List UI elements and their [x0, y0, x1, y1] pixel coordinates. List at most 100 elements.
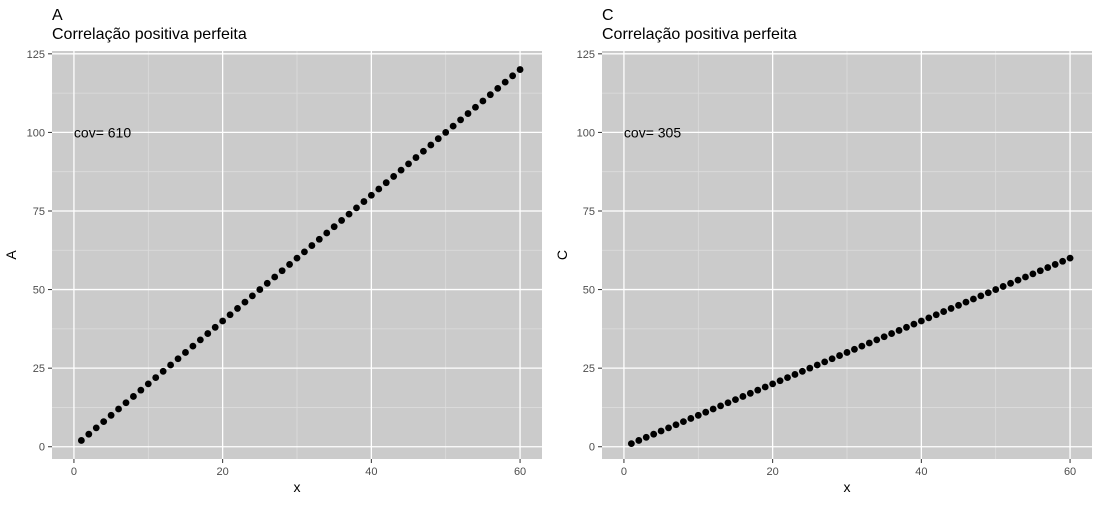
- data-point: [182, 349, 189, 356]
- data-point: [672, 421, 680, 429]
- data-point: [769, 380, 777, 388]
- y-axis-label: A: [3, 250, 19, 260]
- data-point: [85, 430, 93, 438]
- data-point: [836, 352, 843, 359]
- data-point: [189, 342, 197, 350]
- data-point: [650, 430, 658, 438]
- data-point: [1036, 267, 1044, 275]
- y-tick-label: 50: [583, 285, 595, 297]
- data-point: [977, 292, 985, 300]
- data-point: [903, 323, 910, 331]
- data-point: [144, 380, 152, 388]
- data-point: [486, 91, 494, 99]
- data-point: [724, 399, 732, 407]
- data-point: [680, 418, 687, 425]
- data-point: [375, 185, 383, 193]
- chart-title: Correlação positiva perfeita: [52, 26, 247, 43]
- data-point: [159, 367, 167, 375]
- data-point: [1066, 254, 1074, 262]
- data-point: [657, 427, 665, 435]
- data-point: [992, 286, 1000, 293]
- data-point: [516, 66, 524, 73]
- data-point: [970, 295, 977, 303]
- data-point: [137, 386, 145, 394]
- data-point: [828, 355, 836, 363]
- data-point: [367, 191, 375, 199]
- data-point: [115, 405, 122, 413]
- panel-tag: A: [52, 7, 63, 24]
- data-point: [880, 333, 888, 341]
- data-point: [858, 342, 866, 350]
- data-point: [308, 242, 316, 249]
- data-point: [746, 389, 754, 397]
- data-point: [761, 383, 769, 391]
- data-point: [687, 415, 695, 422]
- data-point: [196, 336, 204, 344]
- data-point: [694, 411, 702, 419]
- data-point: [122, 399, 130, 407]
- data-point: [895, 327, 903, 334]
- data-point: [256, 286, 264, 293]
- data-point: [420, 147, 427, 155]
- data-point: [1051, 261, 1059, 268]
- data-point: [501, 78, 509, 86]
- data-point: [286, 261, 293, 268]
- data-point: [635, 437, 643, 444]
- data-point: [1007, 279, 1014, 287]
- data-point: [1022, 273, 1029, 281]
- data-point: [382, 179, 390, 187]
- data-point: [464, 110, 472, 117]
- data-point: [821, 358, 829, 366]
- data-point: [754, 386, 762, 394]
- data-point: [167, 361, 174, 369]
- y-tick-label: 125: [27, 49, 45, 61]
- data-point: [211, 323, 219, 331]
- data-point: [442, 129, 450, 136]
- data-point: [925, 314, 933, 322]
- data-point: [999, 283, 1007, 290]
- y-tick-label: 0: [589, 442, 595, 454]
- y-tick-label: 75: [33, 206, 45, 218]
- panel-tag: C: [602, 7, 614, 24]
- plot-panel-a: 0 20 40 60 0 25 50 75 100 125 cov= 610 A Correlação …: [3, 7, 542, 495]
- data-point: [1014, 276, 1022, 284]
- data-point: [910, 320, 918, 328]
- data-point: [642, 433, 650, 441]
- y-tick-label: 100: [577, 127, 595, 139]
- data-point: [315, 235, 323, 243]
- x-tick-label: 40: [365, 466, 377, 478]
- data-point: [776, 377, 784, 385]
- data-point: [984, 289, 992, 297]
- data-point: [301, 248, 308, 256]
- x-tick-label: 20: [217, 466, 229, 478]
- x-tick-label: 60: [1064, 466, 1076, 478]
- data-point: [1044, 264, 1052, 271]
- data-point: [412, 154, 420, 161]
- data-point: [732, 396, 739, 403]
- data-point: [739, 393, 747, 400]
- y-tick-label: 0: [39, 442, 45, 454]
- data-point: [271, 273, 279, 281]
- data-point: [330, 223, 338, 231]
- data-point: [479, 97, 487, 105]
- data-point: [130, 393, 137, 400]
- x-axis-label: x: [844, 479, 851, 495]
- x-tick-label: 40: [915, 466, 927, 478]
- data-point: [100, 418, 108, 425]
- data-point: [449, 122, 457, 130]
- data-point: [806, 364, 814, 372]
- data-point: [152, 374, 160, 381]
- x-tick-label: 0: [71, 466, 77, 478]
- data-point: [397, 166, 405, 174]
- data-point: [932, 311, 940, 319]
- data-point: [278, 267, 286, 275]
- data-point: [174, 355, 182, 363]
- data-point: [241, 298, 249, 306]
- y-axis-label: C: [554, 250, 570, 260]
- data-point: [791, 371, 799, 378]
- covariance-annotation: cov= 305: [624, 124, 681, 140]
- data-point: [323, 229, 331, 237]
- y-tick-label: 50: [33, 285, 45, 297]
- y-tick-label: 75: [583, 206, 595, 218]
